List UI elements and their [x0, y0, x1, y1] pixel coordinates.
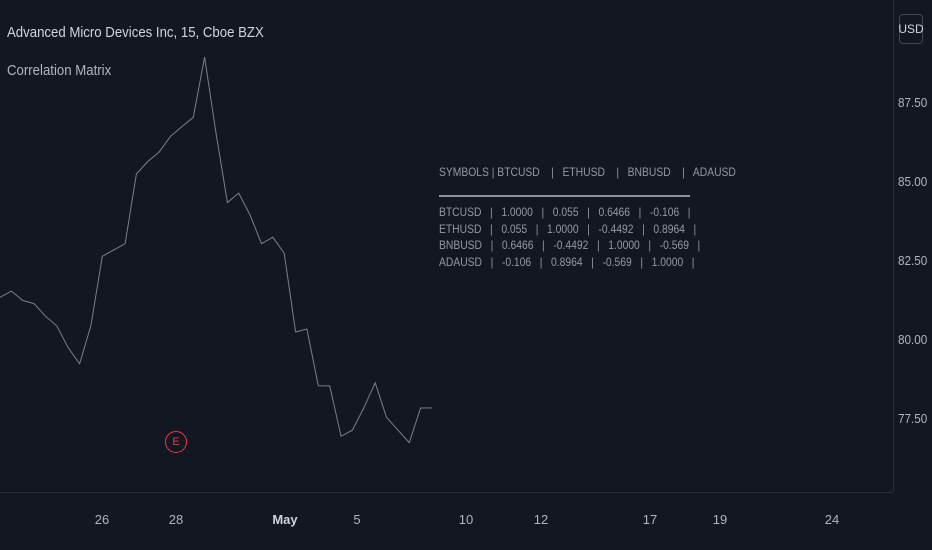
- time-tick-label: 12: [533, 512, 549, 527]
- matrix-header: SYMBOLS | BTCUSD | ETHUSD | BNBUSD | ADA…: [439, 165, 736, 179]
- price-tick-label: 80.00: [898, 332, 928, 347]
- price-chart[interactable]: [0, 0, 893, 492]
- time-axis-separator: [0, 492, 893, 493]
- price-tick-label: 82.50: [898, 253, 928, 268]
- currency-button[interactable]: USD: [898, 14, 924, 44]
- time-tick-label: 17: [642, 512, 658, 527]
- price-line: [0, 57, 433, 444]
- time-tick-label: 28: [168, 512, 184, 527]
- matrix-row: BTCUSD | 1.0000 | 0.055 | 0.6466 | -0.10…: [439, 205, 691, 219]
- matrix-rows: BTCUSD | 1.0000 | 0.055 | 0.6466 | -0.10…: [439, 205, 736, 271]
- price-tick-label: 77.50: [898, 411, 928, 426]
- indicator-title[interactable]: Correlation Matrix: [7, 62, 112, 79]
- time-tick-label: 24: [824, 512, 840, 527]
- earnings-marker[interactable]: E: [165, 431, 187, 453]
- time-tick-label: May: [272, 512, 298, 527]
- matrix-row: ADAUSD | -0.106 | 0.8964 | -0.569 | 1.00…: [439, 254, 695, 269]
- time-tick-label: 10: [458, 512, 474, 527]
- correlation-matrix-table: SYMBOLS | BTCUSD | ETHUSD | BNBUSD | ADA…: [439, 165, 736, 271]
- matrix-divider: [439, 195, 691, 197]
- price-axis-separator: [893, 0, 894, 492]
- symbol-title[interactable]: Advanced Micro Devices Inc, 15, Cboe BZX: [7, 24, 264, 41]
- time-tick-label: 5: [353, 512, 361, 527]
- time-tick-label: 26: [94, 512, 110, 527]
- matrix-row: ETHUSD | 0.055 | 1.0000 | -0.4492 | 0.89…: [439, 221, 697, 236]
- price-tick-label: 87.50: [898, 95, 928, 110]
- time-tick-label: 19: [712, 512, 728, 527]
- matrix-row: BNBUSD | 0.6466 | -0.4492 | 1.0000 | -0.…: [439, 238, 701, 252]
- price-tick-label: 85.00: [898, 174, 928, 189]
